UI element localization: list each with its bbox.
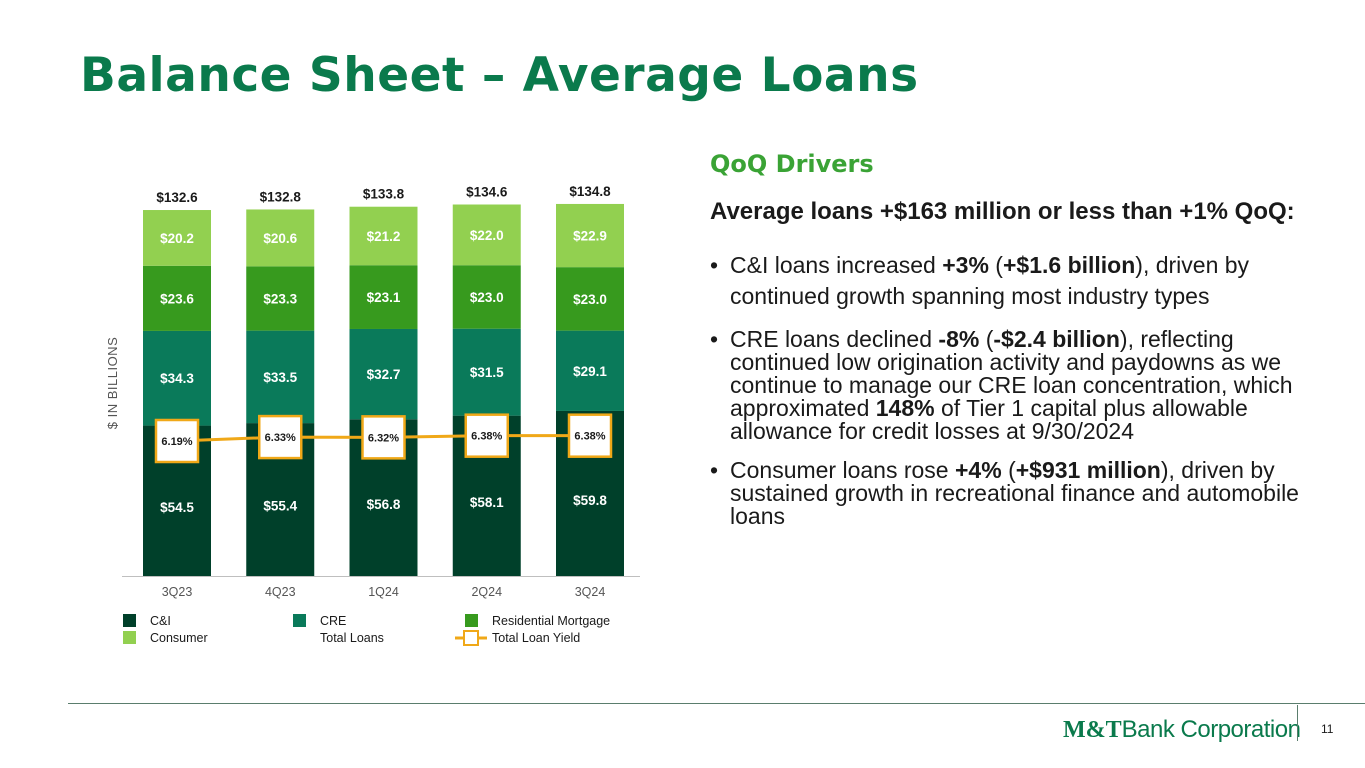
x-tick-label: 4Q23 [265, 585, 296, 599]
bar-segment-cre [556, 330, 624, 411]
data-label: $23.3 [263, 291, 297, 306]
total-label: $134.6 [466, 185, 508, 200]
total-label: $132.8 [260, 189, 302, 204]
bar-segment-consumer [556, 203, 624, 268]
data-label: $23.6 [160, 291, 194, 306]
yield-marker [361, 415, 406, 460]
data-label: $59.8 [573, 493, 607, 508]
bullet-consumer-loans: Consumer loans rose +4% (+$931 million),… [710, 459, 1310, 528]
data-label: $58.1 [470, 495, 504, 510]
legend-label: Total Loan Yield [492, 631, 580, 645]
total-label: $133.8 [363, 187, 405, 202]
page-number: 11 [1321, 722, 1334, 736]
legend-label: Consumer [150, 631, 208, 645]
yield-label: 6.19% [161, 436, 192, 448]
bar-segment-consumer [143, 210, 211, 266]
x-tick-label: 1Q24 [368, 585, 399, 599]
bullet-emphasis: +$1.6 billion [1002, 252, 1136, 278]
bar-segment-consumer [246, 209, 315, 267]
bar-segment-cre [452, 328, 521, 416]
yield-label: 6.38% [471, 431, 502, 443]
data-label: $54.5 [160, 500, 194, 515]
bullet-text: Consumer loans rose [730, 457, 955, 483]
footer-divider [68, 703, 1365, 704]
bar-segment-cre [143, 330, 211, 426]
legend-label: Residential Mortgage [492, 614, 610, 628]
data-label: $20.2 [160, 231, 194, 246]
bullet-emphasis: -$2.4 billion [993, 326, 1120, 352]
data-label: $29.1 [573, 364, 607, 379]
yield-marker [154, 418, 200, 464]
legend-swatch [465, 614, 478, 627]
legend-label: C&I [150, 614, 171, 628]
yield-marker [464, 413, 509, 458]
bar-segment-cre [246, 330, 315, 424]
data-label: $21.2 [367, 229, 401, 244]
data-label: $23.1 [367, 290, 401, 305]
bullet-emphasis: -8% [938, 326, 980, 352]
bar-segment-residential-mortgage [556, 267, 624, 331]
data-label: $33.5 [263, 370, 297, 385]
bullet-text: CRE loans declined [730, 326, 939, 352]
bullet-text: ( [1001, 457, 1016, 483]
company-logo: M&TBank Corporation [1063, 716, 1301, 744]
yield-label: 6.33% [265, 432, 296, 444]
bullet-cre-loans: CRE loans declined -8% (-$2.4 billion), … [710, 328, 1310, 443]
data-label: $22.0 [470, 228, 504, 243]
drivers-headline: Average loans +$163 million or less than… [710, 198, 1295, 225]
data-label: $34.3 [160, 371, 194, 386]
bar-segment-residential-mortgage [349, 265, 418, 329]
bullet-emphasis: +4% [955, 457, 1002, 483]
data-label: $22.9 [573, 229, 607, 244]
bullet-text: ( [979, 326, 994, 352]
bar-segment-residential-mortgage [246, 266, 315, 331]
legend-swatch [293, 614, 306, 627]
logo-wordmark: Bank Corporation [1121, 716, 1301, 743]
bar-segment-cre [349, 328, 418, 420]
total-label: $132.6 [156, 190, 198, 205]
bar-segment-residential-mortgage [452, 265, 521, 329]
legend-label: CRE [320, 614, 346, 628]
legend-swatch [123, 614, 136, 627]
bullet-emphasis: 148% [875, 395, 935, 421]
data-label: $23.0 [470, 290, 504, 305]
bullet-emphasis: +$931 million [1015, 457, 1161, 483]
data-label: $56.8 [367, 497, 401, 512]
bullet-text: ), driven by continued growth spanning m… [730, 252, 1250, 309]
legend-swatch [123, 631, 136, 644]
data-label: $20.6 [263, 231, 297, 246]
footer-separator [1297, 705, 1298, 741]
bullet-emphasis: +3% [942, 252, 989, 278]
y-axis-label: $ IN BILLIONS [105, 337, 120, 429]
data-label: $55.4 [263, 499, 297, 514]
total-label: $134.8 [569, 184, 611, 199]
bullet-ci-loans: C&I loans increased +3% (+$1.6 billion),… [710, 250, 1310, 312]
x-tick-label: 2Q24 [471, 585, 502, 599]
bullet-text: ), reflecting continued low origination … [730, 326, 1293, 421]
x-tick-label: 3Q23 [162, 585, 193, 599]
drivers-bullet-list: C&I loans increased +3% (+$1.6 billion),… [710, 250, 1310, 528]
x-tick-label: 3Q24 [575, 585, 606, 599]
yield-marker [567, 413, 613, 458]
yield-label: 6.38% [574, 431, 605, 443]
logo-mark: M&T [1063, 717, 1122, 743]
bar-segment-consumer [452, 204, 521, 266]
drivers-heading: QoQ Drivers [710, 150, 874, 178]
bullet-text: of Tier 1 capital plus allowable allowan… [730, 395, 1248, 444]
data-label: $32.7 [367, 367, 401, 382]
legend-marker [463, 630, 479, 646]
legend-label: Total Loans [320, 631, 384, 645]
bar-segment-residential-mortgage [143, 265, 211, 331]
bullet-text: C&I loans increased [730, 252, 943, 278]
data-label: $31.5 [470, 365, 504, 380]
slide-title: Balance Sheet – Average Loans [80, 48, 919, 103]
bullet-text: ), driven by sustained growth in recreat… [730, 457, 1299, 529]
data-label: $23.0 [573, 292, 607, 307]
yield-marker [258, 414, 303, 460]
bar-segment-consumer [349, 206, 418, 266]
bullet-text: ( [988, 252, 1003, 278]
yield-label: 6.32% [368, 432, 399, 444]
